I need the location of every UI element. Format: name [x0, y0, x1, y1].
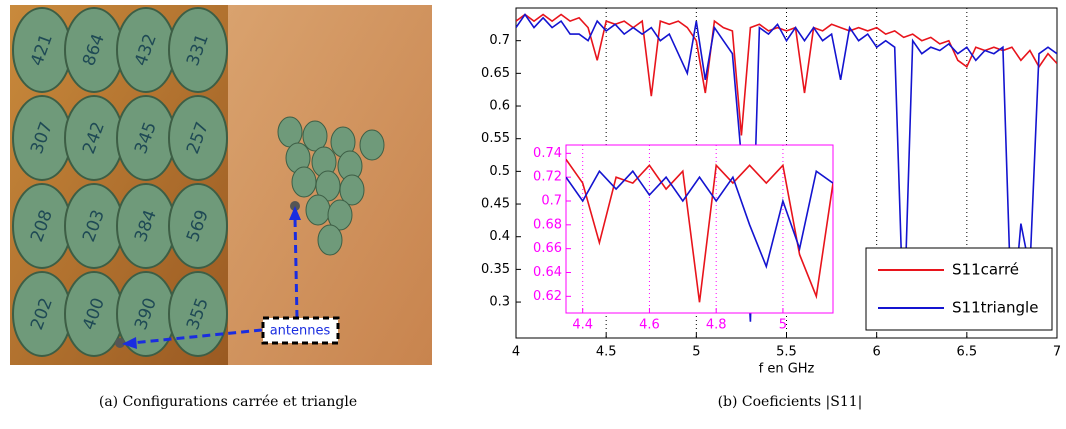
x-tick-label: 5.5	[776, 345, 797, 360]
caption: (b) Coeficients |S11|	[718, 394, 863, 410]
small-disc	[302, 120, 328, 152]
small-disc	[317, 224, 343, 256]
arrow-head	[122, 337, 137, 349]
y-tick-label: 0.74	[533, 146, 562, 161]
x-tick-label: 4.8	[706, 318, 727, 333]
small-disc	[305, 194, 331, 226]
x-tick-label: 7	[1053, 345, 1061, 360]
y-tick-label: 0.68	[533, 217, 562, 232]
y-tick-label: 0.4	[489, 229, 510, 244]
small-disc	[291, 166, 317, 198]
x-tick-label: 4	[512, 345, 520, 360]
x-tick-label: 6.5	[956, 345, 977, 360]
annotation-box	[261, 316, 340, 345]
disc	[168, 183, 228, 269]
series-line	[516, 13, 1057, 329]
y-tick-label: 0.72	[533, 170, 562, 185]
x-tick-label: 6	[873, 345, 881, 360]
small-disc	[277, 116, 303, 148]
series-line	[566, 158, 833, 303]
y-tick-label: 0.7	[541, 194, 562, 209]
arrow-head	[289, 206, 301, 220]
disc-cluster	[115, 116, 385, 348]
inset: 4.4 4.6 4.8 5 0.62 0.64 0.66 0.68 0.7 0.72 0.74	[533, 144, 834, 333]
disc	[168, 7, 228, 93]
y-tick-label: 0.64	[533, 265, 562, 280]
y-tick-label: 0.35	[481, 262, 510, 277]
arrow	[293, 217, 299, 319]
annotation: antennes	[270, 324, 331, 339]
y-tick-label: 0.62	[533, 289, 562, 304]
plot-area	[565, 144, 834, 314]
disc	[168, 271, 228, 357]
y-tick-label: 0.7	[489, 33, 510, 48]
y-tick-label: 0.45	[481, 197, 510, 212]
legend-label: S11triangle	[952, 299, 1038, 317]
y-tick-label: 0.5	[489, 164, 510, 179]
legend-label: S11carré	[952, 261, 1019, 279]
series-line	[566, 169, 833, 270]
y-tick-label: 0.3	[489, 295, 510, 310]
small-disc	[339, 174, 365, 206]
small-disc	[359, 129, 385, 161]
x-tick-label: 5	[692, 345, 700, 360]
antenna	[115, 338, 125, 348]
y-tick-label: 0.55	[481, 131, 510, 146]
series-line	[516, 13, 1057, 136]
y-tick-label: 0.6	[489, 99, 510, 114]
x-tick-label: 5	[779, 318, 787, 333]
x-tick-label: 4.6	[639, 318, 660, 333]
small-disc	[327, 199, 353, 231]
caption: (a) Configurations carrée et triangle	[99, 394, 357, 410]
arrow	[131, 328, 263, 345]
legend-box	[865, 247, 1053, 331]
x-tick-label: 4.4	[572, 318, 593, 333]
disc	[168, 95, 228, 181]
x-tick-label: 4.5	[596, 345, 617, 360]
x-axis-label: f en GHz	[759, 362, 815, 377]
y-tick-label: 0.65	[481, 66, 510, 81]
y-tick-label: 0.66	[533, 241, 562, 256]
